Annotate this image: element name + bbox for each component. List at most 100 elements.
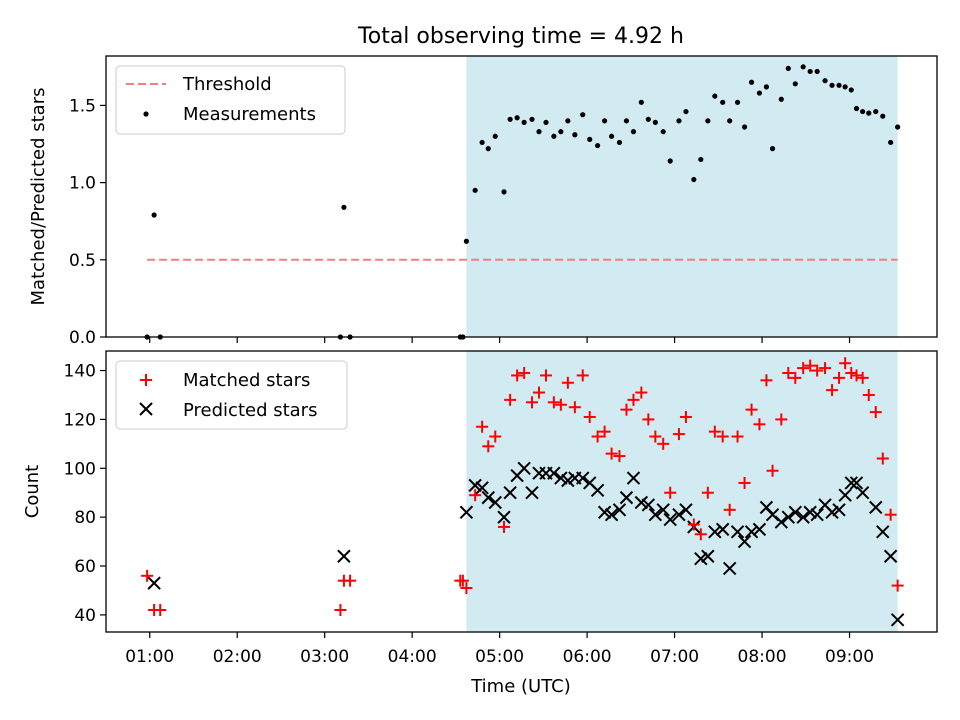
predicted-stars-legend-swatch <box>139 402 153 416</box>
predicted-stars-point <box>765 508 780 522</box>
matched-stars-point <box>679 410 692 423</box>
y-tick-label: 0.5 <box>69 251 96 271</box>
x-tick-label: 07:00 <box>650 647 699 667</box>
predicted-stars-point <box>796 510 810 524</box>
predicted-stars-point <box>547 466 561 480</box>
matched-stars-point <box>672 428 685 441</box>
measurement-point <box>683 108 689 115</box>
y-tick-label: 40 <box>74 606 96 626</box>
predicted-stars-point <box>869 500 883 515</box>
measurement-point <box>638 99 644 105</box>
measurement-point <box>551 133 557 139</box>
measurement-point <box>895 124 901 130</box>
top-measurements <box>144 64 901 340</box>
matched-stars-point <box>850 369 863 382</box>
top-shaded-region <box>466 56 898 337</box>
top-y-axis-label: Matched/Predicted stars <box>28 88 49 306</box>
matched-stars-point <box>498 520 511 533</box>
matched-stars-point <box>525 396 538 409</box>
matched-stars-point <box>687 518 700 531</box>
predicted-stars-point <box>844 476 858 490</box>
matched-stars-point <box>141 569 154 582</box>
measurement-point <box>705 118 711 124</box>
measurement-point <box>800 64 806 70</box>
measurement-point <box>472 187 478 193</box>
measurement-point <box>756 90 763 96</box>
y-tick-label: 140 <box>64 362 96 382</box>
measurement-point <box>822 78 828 84</box>
matched-stars-point <box>605 447 618 460</box>
y-tick-label: 100 <box>64 459 96 479</box>
y-tick-label: 60 <box>74 557 96 577</box>
matched-stars-point <box>568 401 581 414</box>
measurement-point <box>720 99 726 105</box>
predicted-stars-point <box>679 503 693 517</box>
measurement-point <box>734 99 741 105</box>
matched-stars-point <box>344 574 357 587</box>
measurement-point <box>698 156 704 163</box>
y-tick-label: 120 <box>64 410 96 430</box>
measurement-point <box>691 176 697 183</box>
predicted-stars-point <box>849 476 864 490</box>
matched-stars-point <box>620 403 633 416</box>
matched-stars-point <box>804 359 817 372</box>
predicted-stars-legend-label: Predicted stars <box>183 400 317 421</box>
measurement-point <box>485 146 491 152</box>
predicted-stars-point <box>497 510 511 524</box>
predicted-stars-point <box>576 471 590 485</box>
measurement-point <box>623 118 630 124</box>
matched-stars-point <box>797 362 810 375</box>
measurement-point <box>676 118 682 124</box>
matched-stars-point <box>504 393 517 406</box>
matched-stars-point <box>664 486 677 499</box>
measurement-point <box>645 116 651 122</box>
predicted-stars-point <box>838 488 852 502</box>
matched-stars-point <box>819 362 832 375</box>
measurement-point <box>543 119 549 125</box>
measurement-point <box>558 129 564 135</box>
measurement-point <box>836 82 842 88</box>
measurement-point <box>873 108 879 115</box>
predicted-stars-point <box>722 561 737 576</box>
matched-stars-point <box>845 366 858 379</box>
predicted-stars-point <box>788 505 802 519</box>
matched-stars-point <box>723 503 736 516</box>
matched-stars-point <box>657 437 670 450</box>
matched-stars-point <box>547 396 560 409</box>
measurement-point <box>667 158 673 164</box>
measurement-point <box>529 116 535 122</box>
matched-stars-point <box>869 406 882 419</box>
matched-stars-series <box>141 357 904 617</box>
matched-stars-point <box>701 486 714 499</box>
matched-stars-point <box>591 430 604 443</box>
x-axis-label: Time (UTC) <box>470 676 571 697</box>
matched-stars-point <box>598 425 611 438</box>
predicted-stars-point <box>337 549 351 563</box>
predicted-stars-point <box>752 522 767 537</box>
matched-stars-point <box>334 604 347 617</box>
predicted-stars-point <box>810 508 824 522</box>
predicted-stars-point <box>663 512 677 527</box>
matched-stars-point <box>635 386 648 399</box>
x-tick-label: 01:00 <box>125 647 174 667</box>
measurement-point <box>829 82 835 88</box>
matched-stars-point <box>839 357 852 370</box>
x-tick-label: 04:00 <box>388 647 437 667</box>
measurement-point <box>630 129 637 135</box>
measurement-point <box>463 238 469 244</box>
x-tick-label: 09:00 <box>825 647 874 667</box>
measurement-point <box>778 96 784 102</box>
matched-stars-point <box>753 418 766 431</box>
measurement-point <box>748 79 755 85</box>
matched-stars-point <box>554 398 567 411</box>
bottom-legend-box <box>115 360 348 430</box>
matched-stars-point <box>456 574 469 587</box>
bottom-y-ticks: 40 60 80 100 120 140 <box>64 362 106 626</box>
matched-stars-point <box>766 464 779 477</box>
y-tick-label: 80 <box>74 508 96 528</box>
measurement-point <box>763 84 770 90</box>
predicted-stars-point <box>737 534 752 549</box>
matched-stars-point <box>862 388 875 401</box>
matched-stars-point <box>642 413 655 426</box>
measurement-point <box>565 118 571 124</box>
